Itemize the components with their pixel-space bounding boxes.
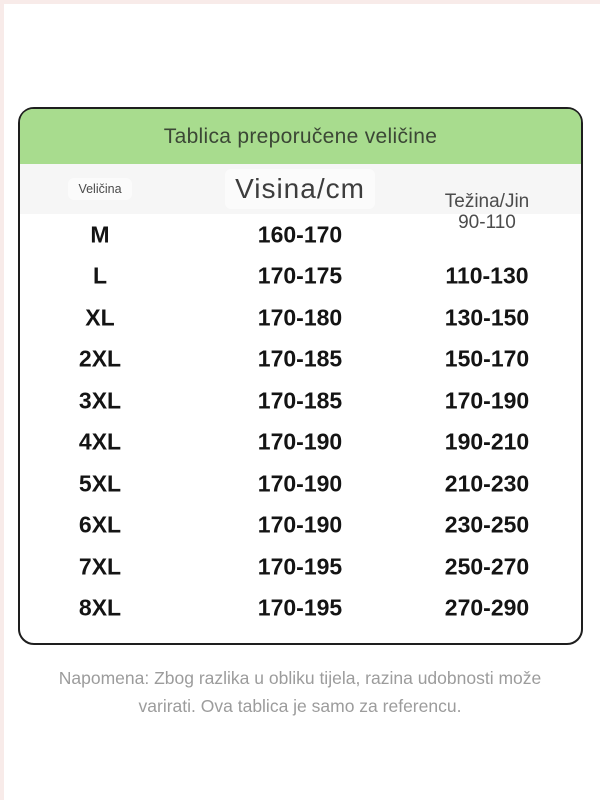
cell-size: 2XL <box>78 345 122 372</box>
table-header-row: Veličina Visina/cm Težina/Jin 90-110 <box>20 164 581 233</box>
table-row: XL 170-180 130-150 <box>20 297 581 339</box>
table-row: 7XL 170-195 250-270 <box>20 546 581 588</box>
reference-note: Napomena: Zbog razlika u obliku tijela, … <box>58 668 542 716</box>
column-header-weight-sub-value: 90-110 <box>458 212 516 233</box>
column-header-size: Veličina <box>20 178 180 200</box>
cell-weight: 150-170 <box>444 345 530 372</box>
cell-height: 170-180 <box>257 304 343 331</box>
cell-size: M <box>90 221 110 248</box>
cell-size: 4XL <box>78 428 122 455</box>
cell-height: 160-170 <box>257 221 343 248</box>
cell-weight: 170-190 <box>444 387 530 414</box>
table-row: 4XL 170-190 190-210 <box>20 422 581 464</box>
table-row: L 170-175 110-130 <box>20 256 581 298</box>
cell-height: 170-175 <box>257 262 343 289</box>
cell-size: 6XL <box>78 511 122 538</box>
column-header-size-label: Veličina <box>68 178 132 200</box>
table-row: 5XL 170-190 210-230 <box>20 463 581 505</box>
cell-height: 170-190 <box>257 511 343 538</box>
cell-height: 170-185 <box>257 345 343 372</box>
cell-weight: 110-130 <box>445 262 529 289</box>
cell-weight: 190-210 <box>444 428 530 455</box>
table-row: M 160-170 <box>20 214 581 256</box>
cell-size: XL <box>85 304 115 331</box>
cell-size: 8XL <box>78 594 122 621</box>
cell-size: 3XL <box>78 387 122 414</box>
cell-weight: 270-290 <box>444 594 530 621</box>
table-row: 2XL 170-185 150-170 <box>20 339 581 381</box>
cell-weight: 250-270 <box>444 553 530 580</box>
table-row: 6XL 170-190 230-250 <box>20 505 581 547</box>
column-header-height: Visina/cm <box>180 169 420 209</box>
cell-weight: 210-230 <box>444 470 530 497</box>
column-header-weight: Težina/Jin 90-110 <box>397 191 577 233</box>
column-header-weight-label: Težina/Jin <box>444 191 530 212</box>
column-header-height-label: Visina/cm <box>225 169 375 209</box>
size-chart-title: Tablica preporučene veličine <box>163 124 438 148</box>
cell-size: 7XL <box>78 553 122 580</box>
table-body: M 160-170 L 170-175 110-130 XL 170-180 130-150 2… <box>20 214 581 629</box>
cell-height: 170-195 <box>257 553 343 580</box>
cell-size: L <box>92 262 108 289</box>
cell-weight: 230-250 <box>444 511 530 538</box>
cell-size: 5XL <box>78 470 122 497</box>
cell-height: 170-195 <box>257 594 343 621</box>
cell-height: 170-185 <box>257 387 343 414</box>
cell-height: 170-190 <box>257 470 343 497</box>
cell-height: 170-190 <box>257 428 343 455</box>
table-row: 8XL 170-195 270-290 <box>20 588 581 630</box>
size-chart-card: Tablica preporučene veličine Veličina Vi… <box>18 107 583 645</box>
table-row: 3XL 170-185 170-190 <box>20 380 581 422</box>
size-chart-title-bar: Tablica preporučene veličine <box>20 109 581 164</box>
cell-weight: 130-150 <box>444 304 530 331</box>
